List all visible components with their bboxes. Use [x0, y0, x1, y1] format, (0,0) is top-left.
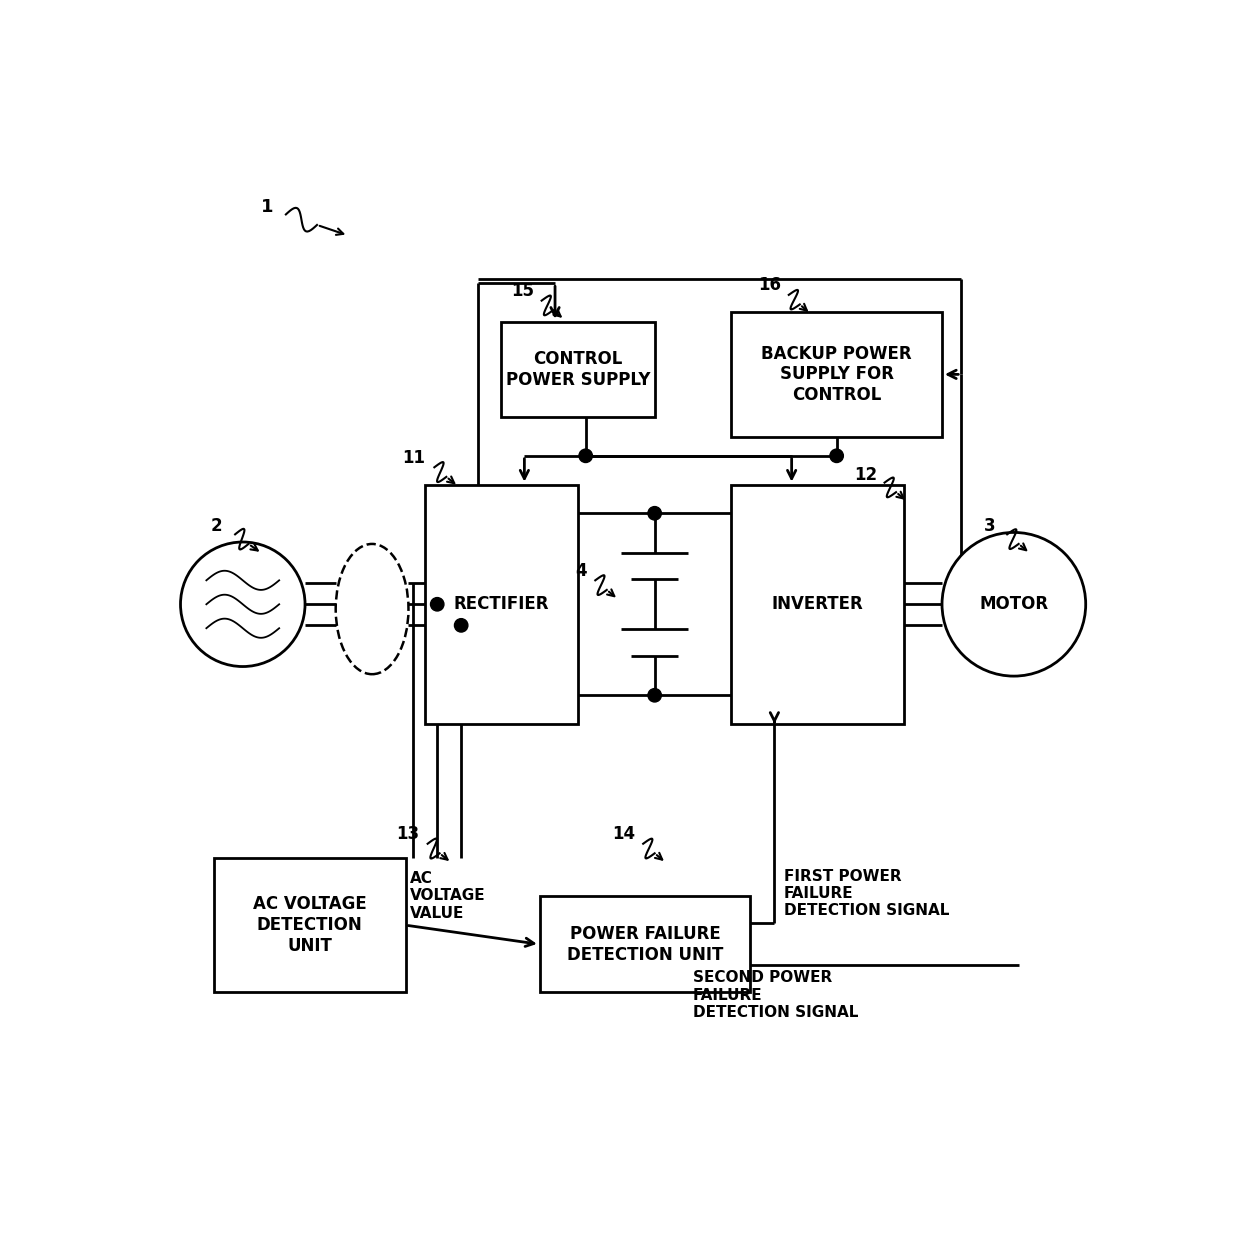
- Text: AC
VOLTAGE
VALUE: AC VOLTAGE VALUE: [410, 871, 486, 921]
- FancyBboxPatch shape: [425, 485, 578, 724]
- Text: 15: 15: [511, 282, 534, 300]
- Text: POWER FAILURE
DETECTION UNIT: POWER FAILURE DETECTION UNIT: [567, 926, 723, 964]
- Circle shape: [455, 618, 467, 632]
- Text: INVERTER: INVERTER: [771, 596, 863, 613]
- FancyBboxPatch shape: [215, 858, 405, 993]
- Text: 14: 14: [613, 825, 636, 843]
- FancyBboxPatch shape: [732, 485, 904, 724]
- Text: SECOND POWER
FAILURE
DETECTION SIGNAL: SECOND POWER FAILURE DETECTION SIGNAL: [693, 970, 858, 1020]
- Text: BACKUP POWER
SUPPLY FOR
CONTROL: BACKUP POWER SUPPLY FOR CONTROL: [761, 345, 911, 404]
- Text: MOTOR: MOTOR: [980, 596, 1049, 613]
- Circle shape: [579, 449, 593, 463]
- Circle shape: [942, 532, 1086, 675]
- Text: 11: 11: [402, 449, 425, 466]
- Circle shape: [430, 597, 444, 611]
- FancyBboxPatch shape: [501, 322, 655, 418]
- Text: RECTIFIER: RECTIFIER: [454, 596, 549, 613]
- Text: 16: 16: [758, 276, 781, 295]
- Circle shape: [649, 506, 661, 520]
- Text: FIRST POWER
FAILURE
DETECTION SIGNAL: FIRST POWER FAILURE DETECTION SIGNAL: [784, 868, 950, 918]
- Text: 1: 1: [260, 198, 273, 215]
- Text: CONTROL
POWER SUPPLY: CONTROL POWER SUPPLY: [506, 351, 650, 389]
- Circle shape: [830, 449, 843, 463]
- Text: 3: 3: [985, 516, 996, 535]
- Text: 12: 12: [854, 466, 877, 484]
- Circle shape: [181, 542, 305, 667]
- Text: AC VOLTAGE
DETECTION
UNIT: AC VOLTAGE DETECTION UNIT: [253, 896, 367, 955]
- Text: 2: 2: [211, 516, 223, 535]
- FancyBboxPatch shape: [539, 897, 750, 993]
- Text: 13: 13: [396, 825, 419, 843]
- Ellipse shape: [336, 544, 408, 674]
- Text: 4: 4: [575, 562, 587, 580]
- FancyBboxPatch shape: [732, 312, 942, 437]
- Circle shape: [649, 689, 661, 702]
